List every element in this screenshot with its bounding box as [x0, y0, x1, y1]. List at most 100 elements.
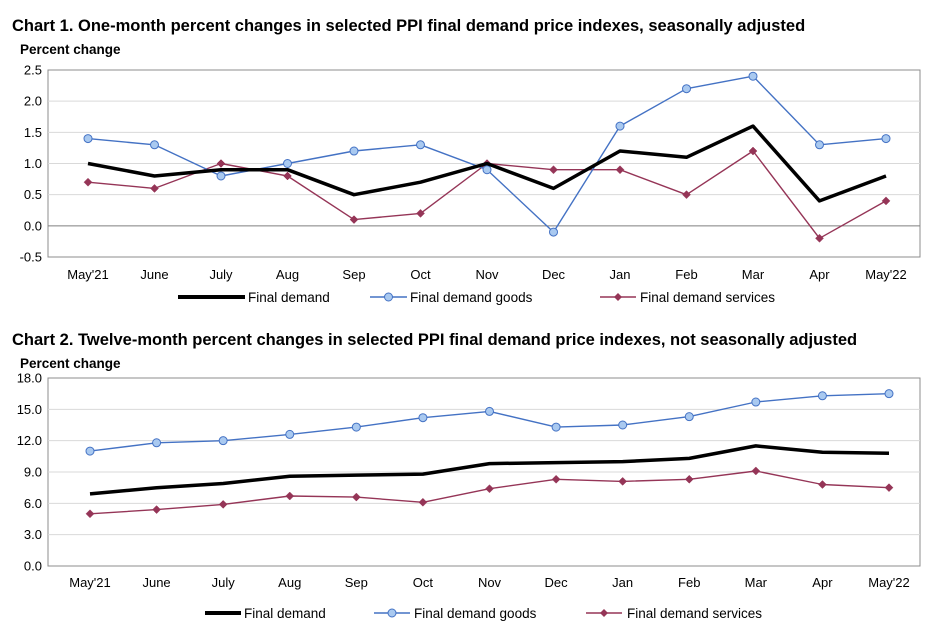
x-tick-label: June: [142, 575, 170, 590]
legend-label: Final demand services: [627, 606, 762, 621]
data-point-goods: [817, 391, 827, 401]
y-tick-label: 6.0: [24, 496, 42, 511]
x-tick-label: Nov: [475, 267, 499, 282]
data-point-goods: [150, 140, 159, 150]
series-line-final-demand: [87, 124, 887, 203]
y-axis-label: Percent change: [20, 42, 121, 57]
y-tick-label: 2.0: [24, 94, 42, 109]
data-point-services: [615, 165, 625, 175]
data-point-goods: [549, 227, 558, 237]
data-point-services: [150, 184, 159, 193]
x-tick-label: Mar: [742, 267, 765, 282]
legend-marker-goods: [387, 608, 397, 618]
y-tick-label: 2.5: [24, 63, 42, 78]
legend-marker-services: [614, 293, 622, 301]
data-point-services: [815, 233, 824, 243]
data-point-goods: [682, 84, 691, 94]
x-tick-label: July: [212, 575, 236, 590]
data-point-goods: [416, 140, 425, 150]
data-point-services: [283, 171, 292, 181]
data-point-services: [818, 480, 827, 489]
data-point-goods: [349, 146, 359, 156]
x-tick-label: Oct: [413, 575, 434, 590]
data-point-services: [485, 484, 494, 494]
data-point-goods: [684, 412, 694, 422]
legend-label: Final demand goods: [410, 290, 533, 305]
data-point-services: [85, 509, 95, 519]
legend-label: Final demand services: [640, 290, 775, 305]
legend-label: Final demand: [244, 606, 326, 621]
y-tick-label: 1.5: [24, 125, 42, 140]
data-point-goods: [218, 436, 228, 446]
data-point-goods: [748, 71, 758, 81]
x-tick-label: Oct: [410, 267, 431, 282]
data-point-goods: [881, 134, 891, 144]
legend-label: Final demand goods: [414, 606, 537, 621]
data-point-goods: [83, 134, 93, 144]
data-point-goods: [418, 413, 428, 423]
data-point-services: [216, 159, 226, 168]
legend-marker-goods: [384, 292, 393, 302]
data-point-services: [418, 497, 428, 507]
data-point-services: [152, 505, 161, 514]
data-point-goods: [615, 121, 625, 131]
x-tick-label: Sep: [342, 267, 365, 282]
data-point-services: [83, 177, 93, 187]
data-point-services: [618, 477, 628, 486]
y-tick-label: 0.5: [24, 187, 42, 202]
x-tick-label: Aug: [278, 575, 301, 590]
y-tick-label: 3.0: [24, 527, 42, 542]
y-tick-label: 15.0: [17, 402, 42, 417]
x-tick-label: May'22: [868, 575, 910, 590]
data-point-goods: [482, 165, 492, 175]
data-point-goods: [216, 171, 226, 181]
data-point-services: [549, 165, 558, 175]
data-point-services: [881, 196, 891, 206]
data-point-services: [684, 474, 694, 484]
x-tick-label: Sep: [345, 575, 368, 590]
x-tick-label: June: [140, 267, 168, 282]
data-point-services: [351, 492, 361, 502]
y-axis-label: Percent change: [20, 356, 121, 371]
legend-marker-services: [600, 609, 608, 617]
data-point-services: [884, 483, 894, 493]
data-point-goods: [152, 438, 162, 448]
data-point-services: [285, 491, 295, 501]
data-point-goods: [884, 389, 894, 399]
data-point-goods: [618, 420, 628, 430]
x-tick-label: Jan: [612, 575, 633, 590]
data-point-services: [751, 466, 761, 476]
data-point-goods: [751, 397, 761, 407]
data-point-goods: [85, 446, 95, 456]
y-tick-label: 12.0: [17, 433, 42, 448]
x-tick-label: May'22: [865, 267, 907, 282]
x-tick-label: July: [209, 267, 233, 282]
x-tick-label: Jan: [610, 267, 631, 282]
data-point-goods: [551, 422, 561, 432]
x-tick-label: Feb: [678, 575, 700, 590]
y-tick-label: 18.0: [17, 371, 42, 386]
data-point-services: [416, 209, 425, 218]
data-point-goods: [815, 140, 824, 150]
data-point-goods: [283, 159, 292, 168]
y-tick-label: 1.0: [24, 156, 42, 171]
data-point-goods: [485, 406, 494, 416]
x-tick-label: Feb: [675, 267, 697, 282]
x-tick-label: Dec: [545, 575, 569, 590]
x-tick-label: Apr: [809, 267, 830, 282]
data-point-services: [748, 146, 758, 156]
x-tick-label: Apr: [812, 575, 833, 590]
y-tick-label: -0.5: [20, 250, 42, 265]
y-tick-label: 0.0: [24, 218, 42, 233]
chart-title: Chart 2. Twelve-month percent changes in…: [12, 331, 857, 349]
x-tick-label: May'21: [69, 575, 111, 590]
data-point-goods: [351, 422, 361, 432]
data-point-goods: [285, 429, 295, 439]
chart-title: Chart 1. One-month percent changes in se…: [12, 17, 805, 35]
data-point-services: [551, 474, 561, 484]
x-tick-label: Dec: [542, 267, 566, 282]
x-tick-label: Nov: [478, 575, 502, 590]
y-tick-label: 0.0: [24, 559, 42, 574]
